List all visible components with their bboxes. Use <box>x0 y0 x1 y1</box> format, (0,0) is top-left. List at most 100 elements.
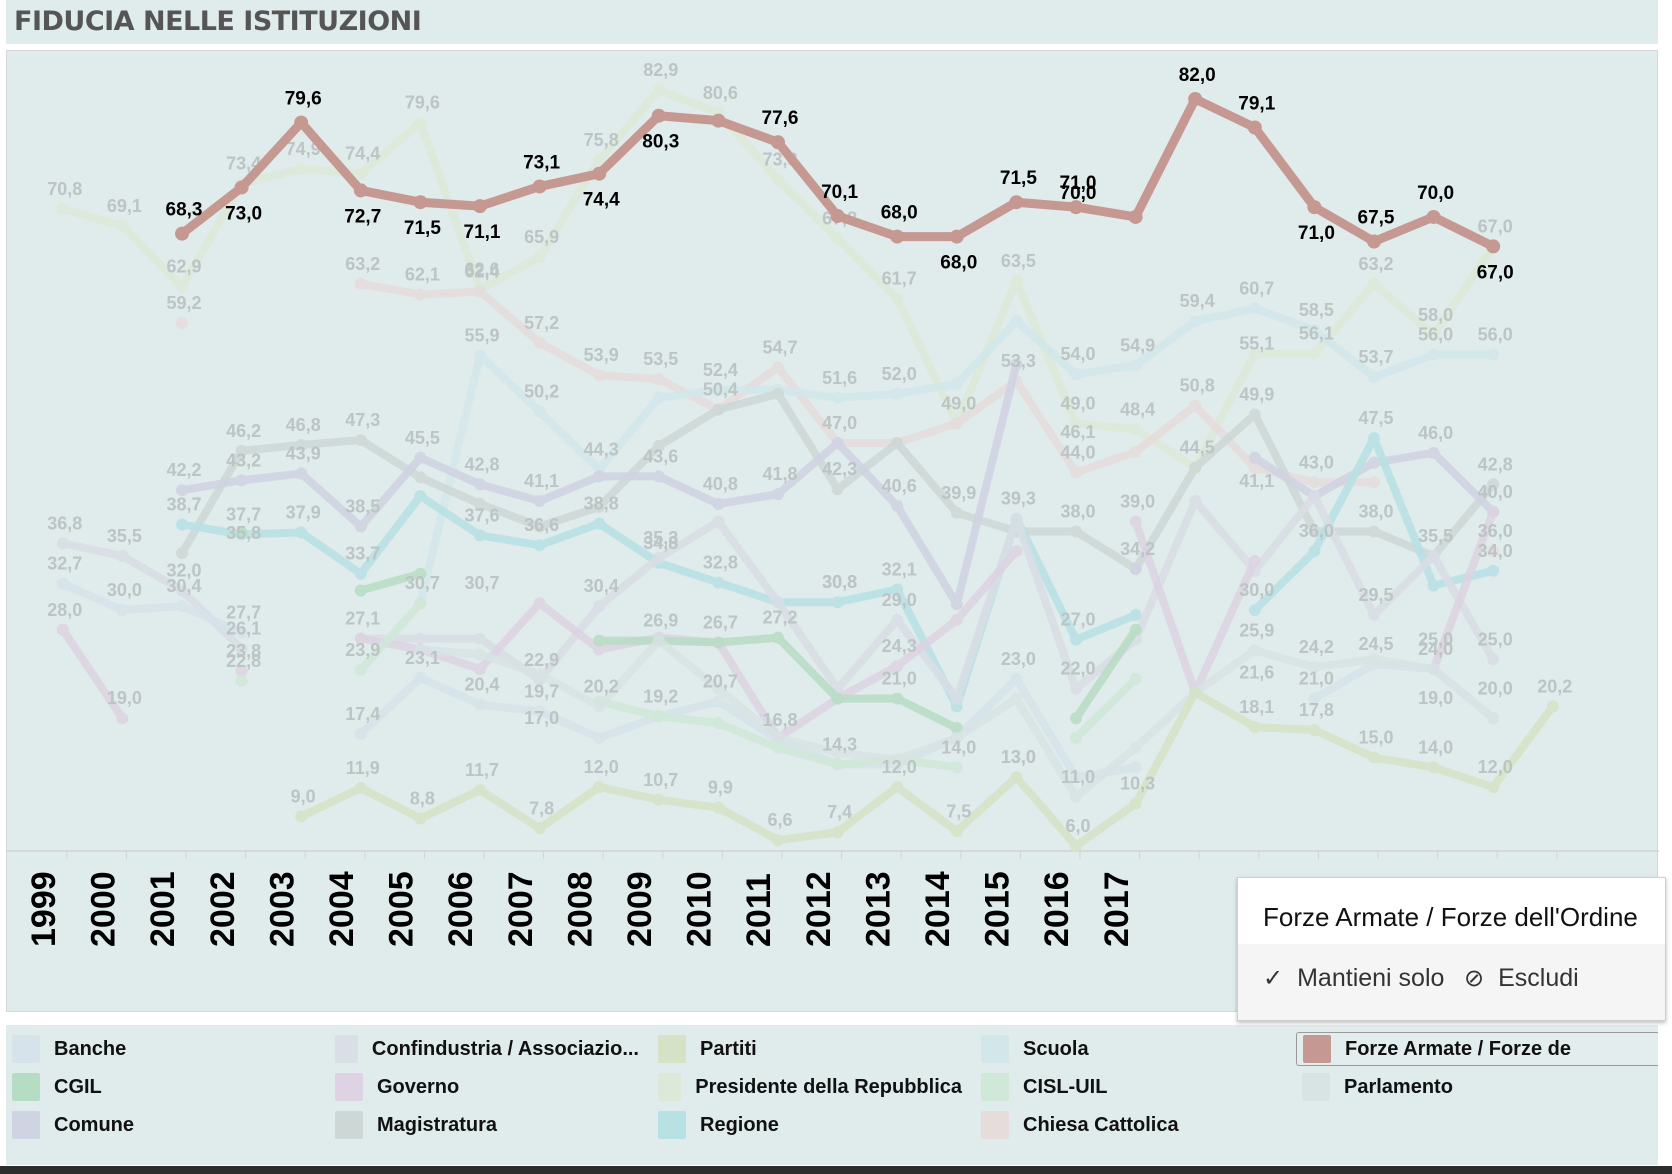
series-line[interactable] <box>356 599 425 675</box>
series-line[interactable] <box>58 579 246 637</box>
data-label: 73,4 <box>226 154 261 174</box>
series-line[interactable] <box>178 360 1021 609</box>
series-confindustria-associazioni[interactable] <box>56 490 1500 705</box>
legend-label: CISL-UIL <box>1023 1075 1108 1098</box>
series-line[interactable] <box>1250 434 1498 615</box>
data-label: 43,0 <box>1299 452 1334 472</box>
x-tick-label: 2015 <box>979 871 1017 947</box>
series-line[interactable] <box>58 625 127 723</box>
data-label: 24,2 <box>1299 637 1334 657</box>
data-point[interactable] <box>1069 200 1083 215</box>
data-label: 65,9 <box>524 227 559 247</box>
series-magistratura[interactable] <box>176 387 1500 575</box>
legend-item[interactable]: Partiti <box>652 1032 962 1066</box>
series-line[interactable] <box>1072 674 1140 742</box>
data-point[interactable] <box>1129 562 1142 575</box>
legend-item[interactable]: Confindustria / Associazio... <box>329 1032 639 1066</box>
series-line[interactable] <box>356 492 1498 703</box>
series-line[interactable] <box>1429 507 1498 674</box>
data-point[interactable] <box>771 135 785 150</box>
series-line[interactable] <box>1250 448 1498 516</box>
data-label: 24,5 <box>1358 634 1393 654</box>
series-forze-armate[interactable]: 68,3 73,0 79,6 72,7 71,5 71,1 73,1 74,4 80,3 77,6… <box>166 65 1514 283</box>
legend-item[interactable]: Forze Armate / Forze de <box>1296 1032 1658 1066</box>
data-label: 38,0 <box>1060 501 1095 521</box>
data-point[interactable] <box>830 208 845 223</box>
data-label: 40,6 <box>882 476 917 496</box>
data-point[interactable] <box>1487 545 1500 558</box>
data-point[interactable] <box>1188 92 1203 106</box>
data-label: 47,0 <box>822 413 857 433</box>
keep-only-button[interactable]: ✓ Mantieni solo <box>1263 964 1444 993</box>
series-line[interactable] <box>416 304 1498 608</box>
data-point[interactable] <box>1128 209 1143 224</box>
data-point[interactable] <box>1367 234 1381 249</box>
data-point[interactable] <box>235 665 248 678</box>
series-line[interactable] <box>297 688 1557 850</box>
legend-item[interactable]: Parlamento <box>1296 1070 1658 1104</box>
data-point[interactable] <box>949 229 964 244</box>
series-line[interactable] <box>416 636 1498 801</box>
page-bottom-strip <box>0 1166 1672 1174</box>
data-label: 44,5 <box>1180 438 1215 458</box>
series-scuola[interactable] <box>414 302 1500 610</box>
data-point[interactable] <box>1009 195 1024 210</box>
tooltip-title: Forze Armate / Forze dell'Ordine <box>1263 902 1638 932</box>
data-point[interactable] <box>1307 200 1322 215</box>
data-point[interactable] <box>1426 209 1441 224</box>
legend-item[interactable]: Regione <box>652 1108 962 1142</box>
data-point[interactable] <box>176 317 188 330</box>
data-point[interactable] <box>175 226 189 241</box>
series-line[interactable] <box>58 86 1498 472</box>
data-point[interactable] <box>473 199 487 214</box>
data-point[interactable] <box>234 180 249 195</box>
exclude-button[interactable]: ⊘ Escludi <box>1464 964 1579 993</box>
data-label: 25,9 <box>1239 620 1274 640</box>
data-label: 23,8 <box>226 641 261 661</box>
data-point[interactable] <box>235 674 248 687</box>
data-label: 9,0 <box>291 787 316 807</box>
data-point[interactable] <box>890 229 905 244</box>
legend-item[interactable]: Scuola <box>975 1032 1285 1066</box>
series-line[interactable] <box>356 673 1140 782</box>
legend-item[interactable]: Presidente della Repubblica <box>652 1070 962 1104</box>
data-point[interactable] <box>1486 239 1501 254</box>
legend-item[interactable]: Governo <box>329 1070 639 1104</box>
series-partiti[interactable] <box>295 686 1559 852</box>
line-chart[interactable]: 1999 2000 2001 2002 2003 2004 2005 2006 2007 2008… <box>7 51 1659 1013</box>
data-point[interactable] <box>592 166 607 181</box>
legend-item[interactable]: Magistratura <box>329 1108 639 1142</box>
data-point[interactable] <box>1247 120 1262 135</box>
legend-swatch <box>1302 1073 1330 1101</box>
chart-area[interactable]: 1999 2000 2001 2002 2003 2004 2005 2006 2007 2008… <box>6 50 1659 1013</box>
data-label: 51,6 <box>822 368 857 388</box>
series-line[interactable] <box>1072 625 1140 723</box>
data-point[interactable] <box>413 195 428 210</box>
data-label: 16,8 <box>762 710 797 730</box>
data-point[interactable] <box>294 115 309 130</box>
legend-label: Confindustria / Associazio... <box>371 1037 639 1060</box>
data-point[interactable] <box>711 113 726 128</box>
data-point[interactable] <box>235 526 248 539</box>
legend-item[interactable]: Banche <box>6 1032 316 1066</box>
legend-item[interactable]: Comune <box>6 1108 316 1142</box>
legend-item[interactable]: Chiesa Cattolica <box>975 1108 1285 1142</box>
series-line[interactable] <box>178 389 1498 573</box>
data-point[interactable] <box>353 183 368 198</box>
data-point[interactable] <box>532 179 547 194</box>
data-label: 27,0 <box>1060 610 1095 630</box>
highlight-data-label: 68,3 <box>166 200 203 221</box>
data-label: 9,9 <box>708 778 733 798</box>
data-label: 8,8 <box>410 788 435 808</box>
data-label: 17,0 <box>524 708 559 728</box>
legend-item[interactable]: CISL-UIL <box>975 1070 1285 1104</box>
series-comune[interactable] <box>176 358 1500 611</box>
series-parlamento[interactable] <box>414 634 1500 803</box>
data-point[interactable] <box>651 108 666 123</box>
data-label: 32,1 <box>882 559 917 579</box>
legend: Banche CGIL Comune Confindustria / Associaz… <box>6 1025 1658 1165</box>
series-line[interactable] <box>356 279 1378 487</box>
series-line[interactable] <box>356 569 425 595</box>
highlight-data-label: 72,7 <box>344 206 381 227</box>
legend-item[interactable]: CGIL <box>6 1070 316 1104</box>
